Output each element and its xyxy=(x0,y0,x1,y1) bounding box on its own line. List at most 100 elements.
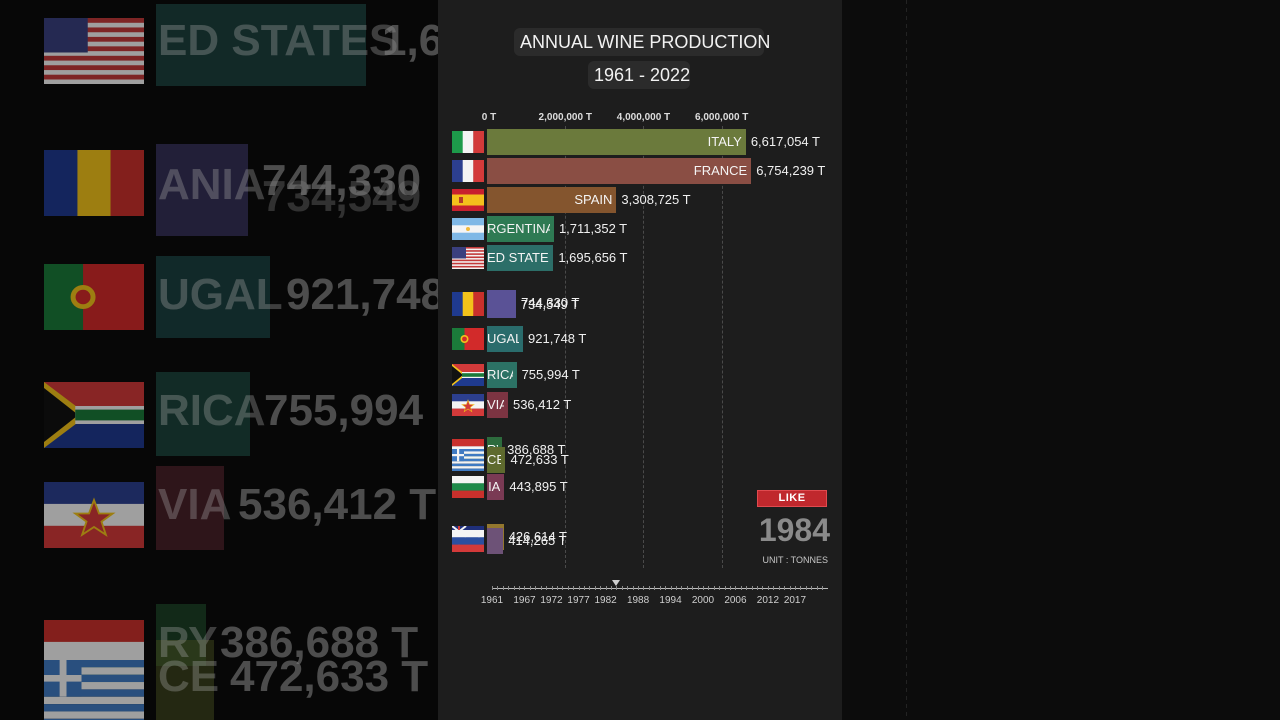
bar-label: ITALY xyxy=(707,134,742,149)
bg-value-united-states: 1,69 xyxy=(382,16,438,65)
bar-label: CE xyxy=(487,452,502,467)
timeline-year-label: 2012 xyxy=(756,595,780,606)
bg-value-romania-2: 734,549 xyxy=(262,172,422,221)
bulgaria-flag-icon xyxy=(452,476,484,498)
timeline-tick xyxy=(811,586,813,590)
bg-value-yugoslavia: 536,412 T xyxy=(238,480,437,529)
timeline-tick xyxy=(762,586,764,590)
bar-value-label: 744,330 T xyxy=(521,295,580,310)
chart-title: ANNUAL WINE PRODUCTION xyxy=(514,28,770,56)
timeline-tick xyxy=(719,586,721,590)
timeline-tick xyxy=(535,586,537,590)
bg-label-greece: CE xyxy=(158,652,220,701)
timeline-tick xyxy=(681,586,683,590)
timeline-tick xyxy=(794,586,796,590)
yugoslavia-flag-icon xyxy=(44,482,144,548)
timeline-tick xyxy=(556,586,558,590)
bg-bar-greece xyxy=(156,640,214,720)
bar xyxy=(487,392,508,418)
timeline-tick xyxy=(730,586,732,590)
like-button[interactable]: LIKE xyxy=(758,491,826,506)
bar-label: ED STATES xyxy=(487,250,549,265)
timeline-tick xyxy=(648,586,650,590)
bg-value-romania-1: 744,330 xyxy=(262,156,422,205)
timeline-year-label: 2017 xyxy=(783,595,807,606)
timeline-tick xyxy=(800,586,802,590)
x-tick-label: 0 T xyxy=(481,112,497,123)
south-africa-flag-icon xyxy=(452,364,484,386)
timeline-tick xyxy=(497,586,499,590)
usa-flag-icon xyxy=(44,18,144,84)
unit-label: UNIT : TONNES xyxy=(762,555,828,565)
bar-value-label: 3,308,725 T xyxy=(621,192,691,207)
bg-value-greece: 472,633 T xyxy=(230,652,429,701)
timeline-tick xyxy=(767,586,769,590)
portugal-flag-icon xyxy=(44,264,144,330)
timeline-year-label: 1994 xyxy=(659,595,682,606)
timeline-tick xyxy=(562,586,564,590)
blurred-background-right xyxy=(842,0,1280,720)
x-gridline xyxy=(565,126,567,568)
timeline-position-marker[interactable] xyxy=(612,580,621,586)
timeline-tick xyxy=(789,586,791,590)
timeline-tick xyxy=(611,586,613,590)
timeline-tick xyxy=(740,586,742,590)
timeline-tick xyxy=(632,586,634,590)
current-year-label: 1984 xyxy=(758,512,830,548)
blurred-background-left: ED STATES 1,69 ANIA 744,330 734,549 UGAL… xyxy=(0,0,438,720)
timeline-tick xyxy=(654,586,656,590)
bar-value-label: 386,688 T xyxy=(507,442,566,457)
bar-label: RICA xyxy=(487,367,513,382)
bar-label: SPAIN xyxy=(574,192,613,207)
timeline-tick xyxy=(757,586,759,590)
italy-flag-icon xyxy=(452,131,484,153)
bg-label-south-africa: RICA xyxy=(158,386,266,435)
timeline-year-label: 1967 xyxy=(513,595,536,606)
timeline-tick xyxy=(621,586,623,590)
south-africa-flag-icon xyxy=(44,382,144,448)
timeline-tick xyxy=(567,586,569,590)
timeline-tick xyxy=(492,586,493,590)
timeline-tick xyxy=(616,586,618,590)
bar xyxy=(487,528,504,554)
bg-bar-portugal xyxy=(156,256,270,338)
russia-flag-icon xyxy=(452,530,484,552)
bar xyxy=(487,129,746,155)
bg-label-united-states: ED STATES xyxy=(158,16,399,65)
timeline-tick xyxy=(529,586,531,590)
timeline-year-label: 1982 xyxy=(594,595,617,606)
bg-value-hungary: 386,688 T xyxy=(220,618,419,667)
timeline-tick xyxy=(735,586,737,590)
bar-value-label: 1,711,352 T xyxy=(558,221,628,236)
bg-value-south-africa: 755,994 xyxy=(264,386,424,435)
x-tick-label: 6,000,000 T xyxy=(695,112,749,123)
timeline-tick xyxy=(692,586,694,590)
timeline-tick xyxy=(816,586,818,590)
bg-label-portugal: UGAL xyxy=(158,270,283,319)
timeline-tick xyxy=(746,586,748,590)
bg-bar-united-states xyxy=(156,4,366,86)
timeline-tick xyxy=(502,586,504,590)
spain-flag-icon xyxy=(452,189,484,211)
background-dim-overlay xyxy=(0,0,438,720)
timeline-tick xyxy=(583,586,585,590)
bar-label: RGENTINA xyxy=(487,221,550,236)
bar-value-label: 536,412 T xyxy=(512,397,572,412)
bar xyxy=(487,474,505,500)
bar-label: UGAL xyxy=(487,331,520,346)
bar-value-label: 472,633 T xyxy=(510,452,569,467)
timeline-tick xyxy=(627,586,629,590)
bg-bar-yugoslavia xyxy=(156,466,224,550)
x-gridline xyxy=(643,126,645,568)
x-tick-label: 2,000,000 T xyxy=(538,112,592,123)
romania-flag-icon xyxy=(452,294,484,316)
bg-bar-romania xyxy=(156,144,248,236)
bg-label-hungary: RY xyxy=(158,618,218,667)
x-gridline xyxy=(721,126,723,568)
timeline-year-label: 2000 xyxy=(691,595,715,606)
timeline-tick xyxy=(686,586,688,590)
bar-label: IA xyxy=(488,479,501,494)
bar-value-label: 426,614 T xyxy=(508,529,567,544)
bar-label: FRANCE xyxy=(693,163,748,178)
bar-value-label: 414,265 T xyxy=(508,533,567,548)
